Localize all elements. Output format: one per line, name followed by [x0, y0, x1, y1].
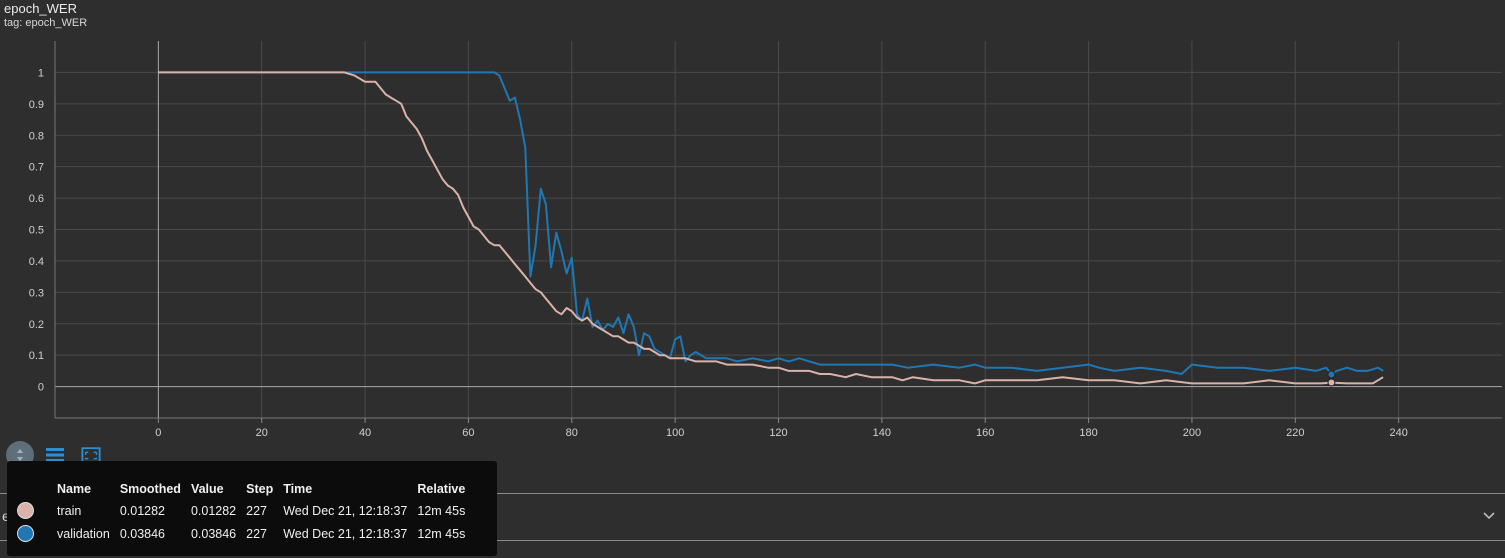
chart-tag: tag: epoch_WER	[4, 17, 88, 29]
series-color-swatch	[17, 525, 34, 542]
y-tick-label: 0.8	[29, 130, 44, 142]
x-tick-label: 200	[1183, 427, 1201, 439]
header-time: Time	[283, 482, 313, 496]
y-tick-label: 0.3	[29, 287, 44, 299]
y-tick-label: 0.4	[29, 256, 44, 268]
x-tick-label: 240	[1389, 427, 1407, 439]
relative-value: 12m 45s	[417, 503, 466, 518]
hover-point-validation	[1327, 370, 1336, 379]
hover-markers	[1327, 370, 1336, 387]
section-divider-bottom	[0, 540, 1505, 541]
series-line-train	[158, 71, 1384, 385]
smoothed-value: 0.01282	[119, 503, 166, 518]
smoothed-value: 0.03846	[119, 526, 166, 541]
x-tick-label: 0	[155, 427, 161, 439]
hover-point-train	[1327, 378, 1336, 387]
x-tick-label: 220	[1286, 427, 1304, 439]
x-tick-label: 180	[1079, 427, 1097, 439]
x-tick-label: 140	[873, 427, 891, 439]
data-table-button[interactable]	[40, 441, 70, 469]
y-tick-label: 0.6	[29, 193, 44, 205]
series	[158, 71, 1384, 385]
header-smoothed: Smoothed	[119, 482, 181, 496]
epoch-wer-chart[interactable]: 0 0.1 0.2 0.3 0.4 0.5 0.6 0.7 0.8 0.9 1 0 20 40 60 80 10…	[0, 0, 1505, 440]
y-tick-label: 0.9	[29, 99, 44, 111]
step-value: 227	[246, 526, 267, 541]
tooltip-row-validation: validation 0.03846 0.03846 227 Wed Dec 2…	[17, 522, 475, 545]
tick-labels: 0 0.1 0.2 0.3 0.4 0.5 0.6 0.7 0.8 0.9 1 0 20 40 60 80 10…	[29, 67, 1408, 439]
y-tick-label: 0	[38, 382, 44, 394]
axes	[54, 41, 1502, 423]
tooltip-header-row: Name Smoothed Value Step Time Relative	[17, 479, 475, 499]
x-tick-label: 60	[462, 427, 474, 439]
data-table-icon	[46, 448, 64, 462]
y-tick-label: 0.5	[29, 225, 44, 237]
header-relative: Relative	[417, 482, 466, 496]
series-color-swatch	[17, 502, 34, 519]
x-tick-label: 20	[256, 427, 268, 439]
tooltip-row-train: train 0.01282 0.01282 227 Wed Dec 21, 12…	[17, 499, 475, 522]
raw-value: 0.03846	[190, 526, 237, 541]
section-divider-top	[0, 493, 1505, 494]
header-value: Value	[190, 482, 224, 496]
relative-value: 12m 45s	[417, 526, 466, 541]
y-tick-label: 0.1	[29, 350, 44, 362]
series-line-validation	[158, 71, 1384, 376]
x-tick-label: 160	[976, 427, 994, 439]
y-tick-label: 0.7	[29, 162, 44, 174]
step-value: 227	[246, 503, 267, 518]
x-tick-label: 40	[359, 427, 371, 439]
time-value: Wed Dec 21, 12:18:37	[283, 503, 408, 518]
chart-title: epoch_WER	[4, 1, 77, 16]
x-tick-label: 120	[769, 427, 787, 439]
header-step: Step	[246, 482, 274, 496]
run-name: validation	[57, 526, 110, 541]
header-name: Name	[57, 482, 92, 496]
hover-tooltip: Name Smoothed Value Step Time Relative t…	[7, 461, 497, 556]
grid	[55, 41, 1502, 418]
run-name: train	[57, 503, 82, 518]
y-tick-label: 1	[38, 67, 44, 79]
raw-value: 0.01282	[190, 503, 237, 518]
chevron-down-icon[interactable]	[1480, 506, 1498, 524]
fit-domain-icon	[11, 446, 29, 464]
x-tick-label: 80	[566, 427, 578, 439]
time-value: Wed Dec 21, 12:18:37	[283, 526, 408, 541]
x-tick-label: 100	[666, 427, 684, 439]
tooltip-table: Name Smoothed Value Step Time Relative t…	[17, 479, 475, 545]
y-tick-label: 0.2	[29, 319, 44, 331]
